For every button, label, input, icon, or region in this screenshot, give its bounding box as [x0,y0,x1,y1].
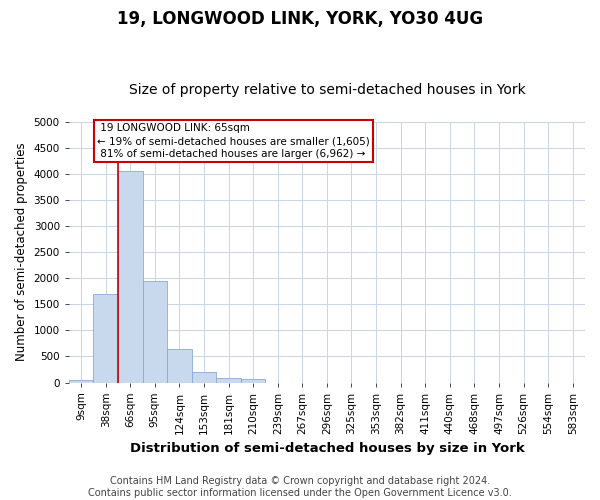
Bar [241,378,265,382]
X-axis label: Distribution of semi-detached houses by size in York: Distribution of semi-detached houses by … [130,442,524,455]
Bar [217,378,241,382]
Y-axis label: Number of semi-detached properties: Number of semi-detached properties [15,143,28,362]
Bar [167,348,192,382]
Title: Size of property relative to semi-detached houses in York: Size of property relative to semi-detach… [128,83,525,97]
Bar [192,372,217,382]
Text: 19, LONGWOOD LINK, YORK, YO30 4UG: 19, LONGWOOD LINK, YORK, YO30 4UG [117,10,483,28]
Bar [143,281,167,382]
Bar [94,294,118,382]
Text: 19 LONGWOOD LINK: 65sqm
← 19% of semi-detached houses are smaller (1,605)
 81% o: 19 LONGWOOD LINK: 65sqm ← 19% of semi-de… [97,123,370,159]
Bar [69,380,94,382]
Bar [118,172,143,382]
Text: Contains HM Land Registry data © Crown copyright and database right 2024.
Contai: Contains HM Land Registry data © Crown c… [88,476,512,498]
